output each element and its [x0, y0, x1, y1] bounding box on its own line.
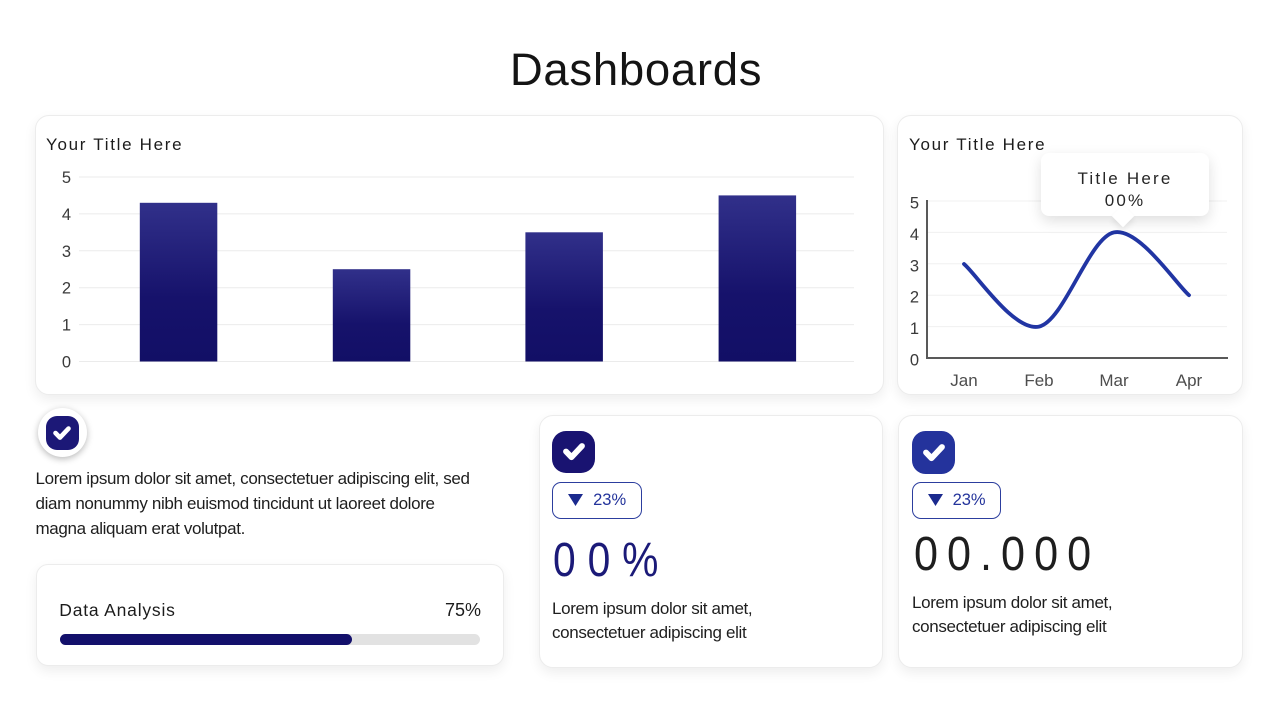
svg-text:Apr: Apr [1176, 371, 1203, 390]
svg-text:3: 3 [910, 257, 919, 275]
svg-text:Feb: Feb [1024, 371, 1053, 390]
svg-text:3: 3 [62, 243, 71, 261]
svg-text:5: 5 [62, 169, 71, 187]
svg-text:0: 0 [910, 352, 919, 370]
svg-text:1: 1 [62, 317, 71, 335]
svg-text:4: 4 [910, 226, 919, 244]
svg-text:2: 2 [910, 289, 919, 307]
svg-text:Jan: Jan [950, 371, 977, 390]
svg-text:Mar: Mar [1099, 371, 1129, 390]
svg-text:4: 4 [62, 206, 71, 224]
svg-text:5: 5 [910, 195, 919, 213]
svg-text:0: 0 [62, 354, 71, 372]
svg-text:1: 1 [910, 320, 919, 338]
svg-text:2: 2 [62, 280, 71, 298]
